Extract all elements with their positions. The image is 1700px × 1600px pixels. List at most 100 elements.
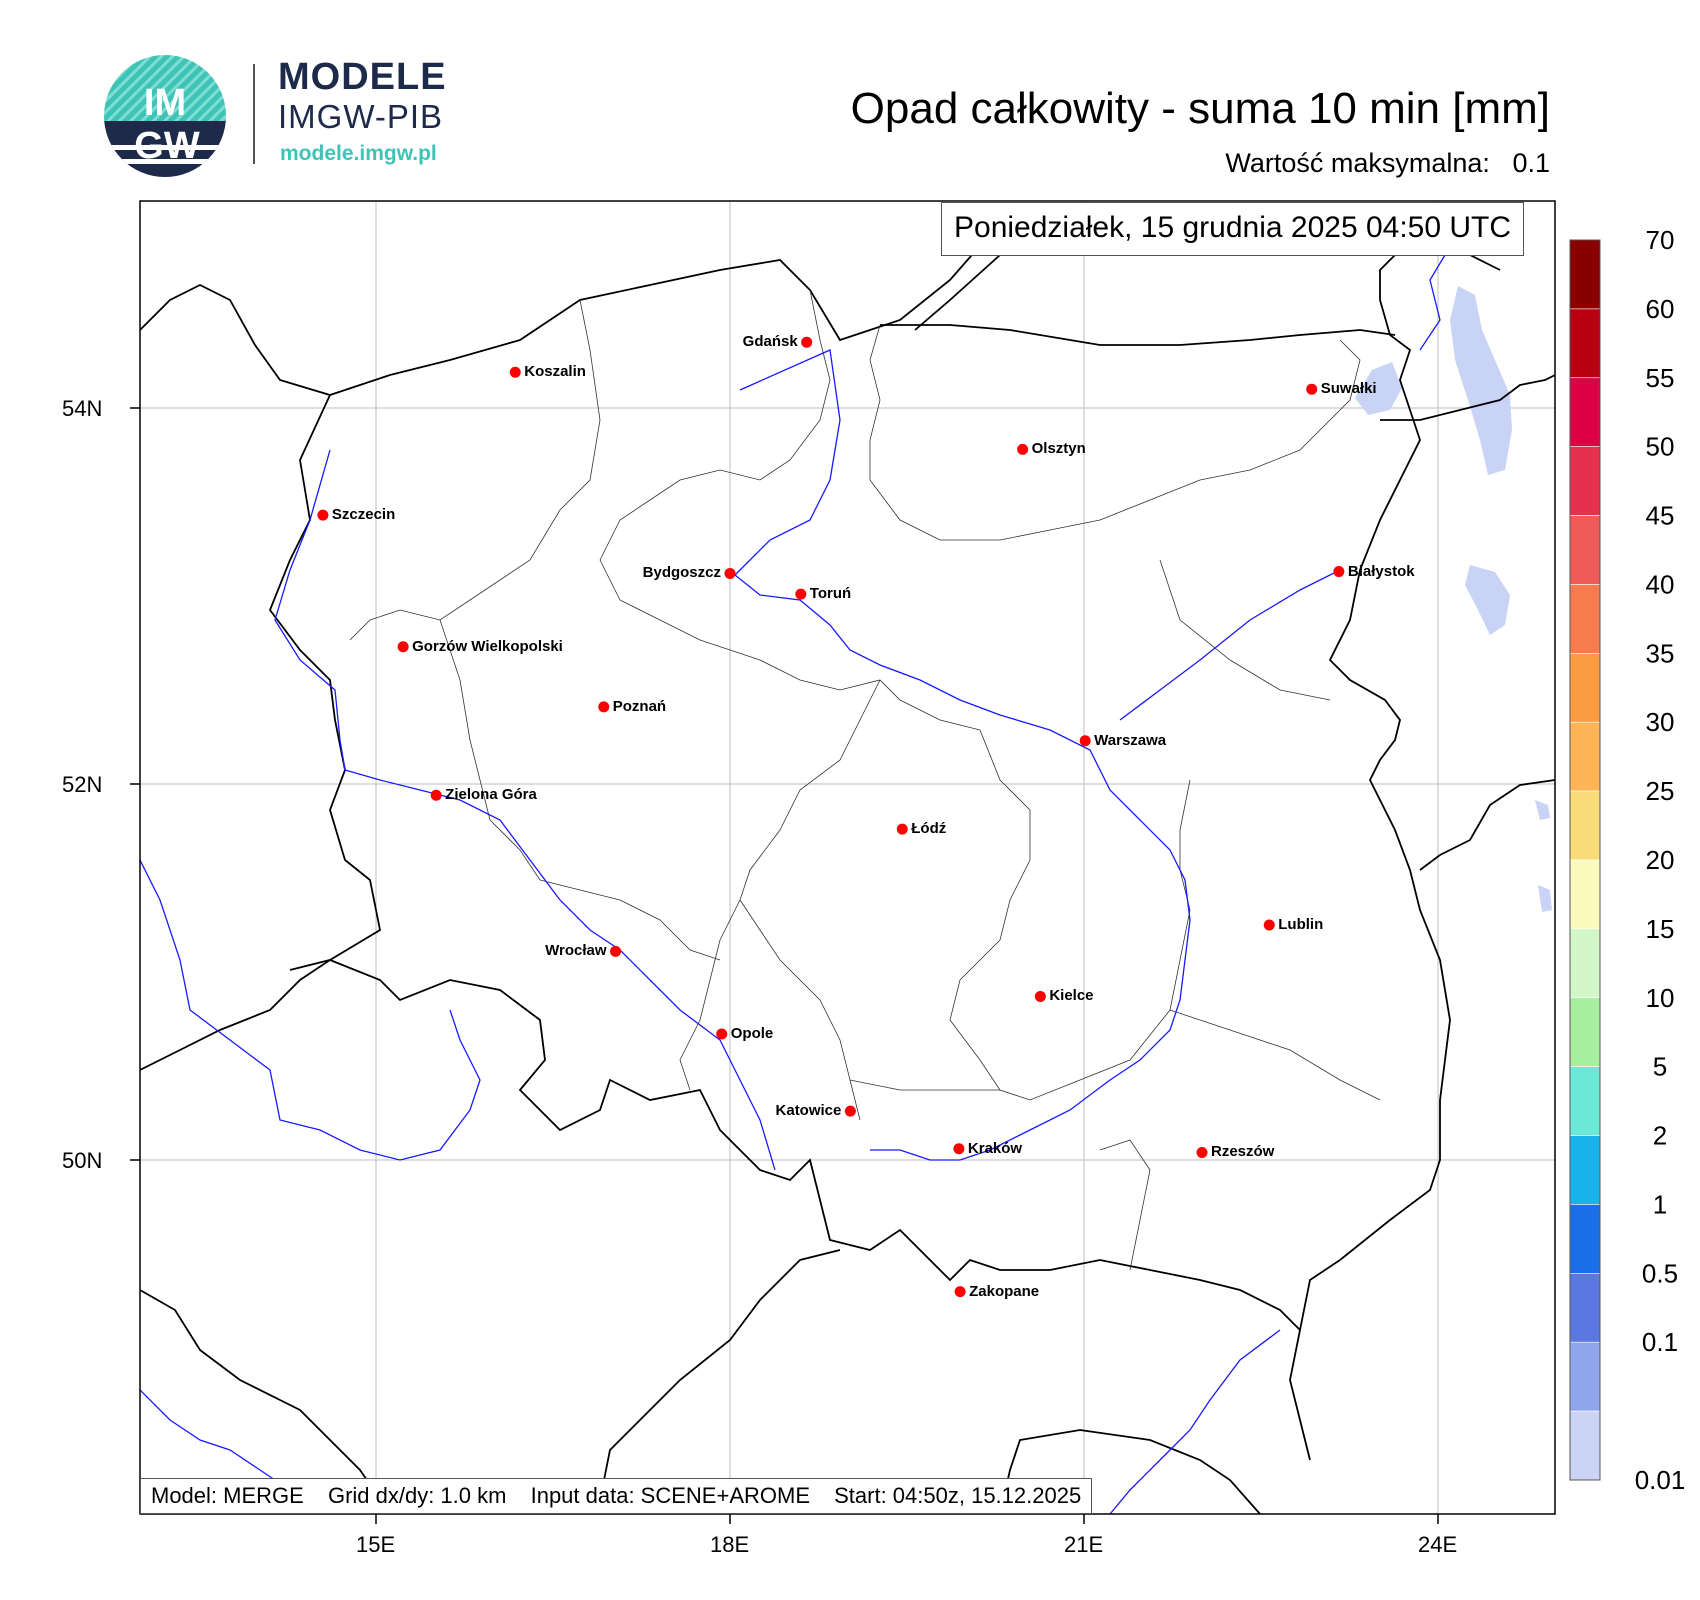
lat-label-50: 50N [62,1148,103,1173]
city-label: Poznań [612,697,667,715]
colorbar-label: 35 [1646,638,1675,668]
country-borders [140,238,1555,1514]
colorbar-label: 20 [1646,845,1675,875]
lake-vistytis [1355,362,1402,415]
colorbar-segment [1569,377,1601,447]
colorbar-label: 2 [1653,1121,1667,1151]
river-oder [274,449,776,1171]
voiv-border-12 [739,899,861,1121]
city-marker [1263,919,1275,931]
colorbar-label: 60 [1646,294,1675,324]
city-label: Gorzów Wielkopolski [412,637,563,655]
colorbar-segment [1569,1135,1601,1205]
colorbar-label: 30 [1646,707,1675,737]
brand-url[interactable]: modele.imgw.pl [280,142,437,165]
chart-title: Opad całkowity - suma 10 min [mm] [850,84,1550,133]
river-vistula [734,349,1191,1161]
voivodeship-borders [349,289,1381,1271]
voiv-border-10 [539,879,721,961]
border-poland-west [140,394,382,1071]
brand-subtitle: IMGW-PIB [278,98,444,135]
city-label: Bydgoszcz [642,564,721,582]
river-czech-2 [140,1389,291,1491]
input-data: Input data: SCENE+AROME [530,1483,810,1508]
city-marker [801,336,813,348]
colorbar-segment [1569,1273,1601,1343]
city-marker [724,567,736,579]
border-kaliningrad [880,324,1396,346]
river-neman [1419,254,1446,351]
city-marker [1034,990,1046,1002]
voiv-border-4 [599,559,981,731]
city-layer [317,336,1345,1298]
city-label: Wrocław [545,942,607,960]
colorbar: 70 60 55 50 45 40 35 30 25 20 15 10 5 2 1 0.5 0.1 0.01 [1569,225,1686,1495]
city-marker [509,366,521,378]
city-label: Warszawa [1094,731,1167,749]
river-czech-1 [140,859,481,1161]
brand-divider [253,64,255,164]
city-label: Suwałki [1320,380,1377,398]
voiv-border-16 [1169,1009,1381,1101]
border-poland-south-west [289,959,1311,1461]
colorbar-label: 15 [1646,914,1675,944]
border-belarus [1419,779,1555,871]
lake-lithuania-east [1450,286,1512,475]
city-label: Zakopane [969,1282,1040,1300]
logo-text-bottom: GW [134,125,200,167]
border-poland-east [1299,249,1501,1331]
colorbar-segment [1569,859,1601,930]
city-marker [1333,566,1345,578]
voiv-border-6 [719,679,881,941]
colorbar-label: 1 [1653,1189,1667,1219]
colorbar-label: 0.01 [1635,1465,1686,1495]
city-marker [844,1105,856,1117]
city-marker [430,789,442,801]
city-label: Zielona Góra [445,786,537,804]
colorbar-label: 25 [1646,776,1675,806]
city-marker [598,701,610,713]
city-label: Katowice [775,1102,842,1120]
city-label: Opole [730,1025,774,1043]
city-label: Gdańsk [742,333,798,351]
colorbar-segment [1569,1341,1601,1412]
city-marker [1079,735,1091,747]
max-value-line: Wartość maksymalna: 0.1 [1225,148,1550,179]
city-label: Białystok [1347,562,1415,580]
voiv-border-5 [439,619,541,881]
lat-label-54: 54N [62,396,103,421]
imgw-logo: IM GW [104,55,226,177]
colorbar-label: 55 [1646,363,1675,393]
date-box: Poniedziałek, 15 grudnia 2025 04:50 UTC [941,202,1525,256]
colorbar-segment [1569,1204,1601,1274]
lake-belarus-3 [1538,885,1552,912]
colorbar-frame [1569,239,1601,1481]
colorbar-segment [1569,308,1601,379]
city-label: Koszalin [524,363,586,381]
lat-label-52: 52N [62,772,103,797]
lon-label-18: 18E [710,1532,750,1557]
city-marker [716,1028,728,1040]
colorbar-label: 50 [1646,432,1675,462]
colorbar-label: 0.1 [1642,1327,1678,1357]
city-marker [317,509,329,521]
lon-label-21: 21E [1064,1532,1104,1557]
city-marker [896,823,908,835]
colorbar-segment [1569,653,1601,723]
city-marker [1017,443,1029,455]
rivers [140,254,1446,1514]
city-marker [954,1286,966,1298]
model-name: Model: MERGE [151,1483,304,1508]
colorbar-segment [1569,239,1601,310]
colorbar-segment [1569,584,1601,654]
city-marker [1306,383,1318,395]
lake-belarus-2 [1535,800,1550,820]
city-label: Rzeszów [1211,1143,1275,1161]
start-time: Start: 04:50z, 15.12.2025 [834,1483,1082,1508]
logo-text-top: IM [144,82,186,124]
colorbar-label: 70 [1646,225,1675,255]
city-label: Szczecin [331,506,396,524]
colorbar-label: 5 [1653,1052,1667,1082]
border-coast [140,238,1002,396]
